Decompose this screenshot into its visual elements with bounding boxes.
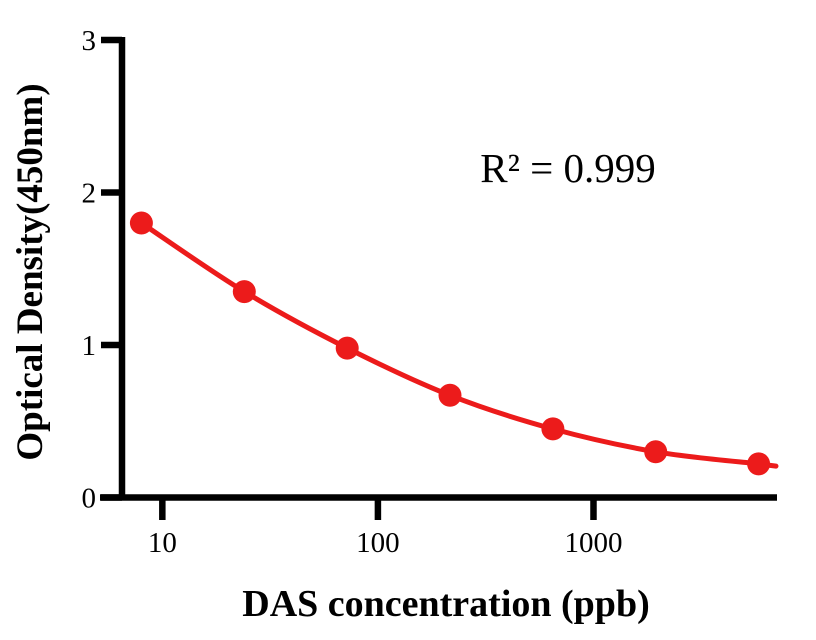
data-point-marker: [438, 383, 462, 407]
axes: 0 1 2 3 10 100 1000: [82, 25, 777, 559]
x-tick-label: 10: [148, 527, 177, 559]
data-point-marker: [232, 280, 256, 304]
y-axis-ticks: [101, 36, 122, 501]
x-axis-title: DAS concentration (ppb): [242, 583, 649, 625]
x-axis-tick-labels: 10 100 1000: [148, 527, 623, 559]
fit-curve-line: [138, 220, 779, 469]
data-point-marker: [129, 211, 153, 235]
data-point-marker: [541, 417, 565, 441]
data-point-marker: [335, 336, 359, 360]
y-axis-tick-labels: 0 1 2 3: [82, 25, 97, 515]
y-tick-label: 2: [82, 178, 97, 210]
x-tick-label: 100: [356, 527, 400, 559]
y-tick-label: 3: [82, 25, 97, 57]
y-tick-label: 0: [82, 483, 97, 515]
series-layer: [129, 211, 779, 476]
x-axis-ticks: [159, 497, 597, 520]
data-point-marker: [747, 452, 771, 476]
y-axis-title: Optical Density(450nm): [10, 83, 51, 460]
data-point-marker: [644, 440, 668, 464]
y-tick-label: 1: [82, 330, 97, 362]
x-tick-label: 1000: [564, 527, 622, 559]
r-squared-annotation: R² = 0.999: [480, 145, 656, 191]
